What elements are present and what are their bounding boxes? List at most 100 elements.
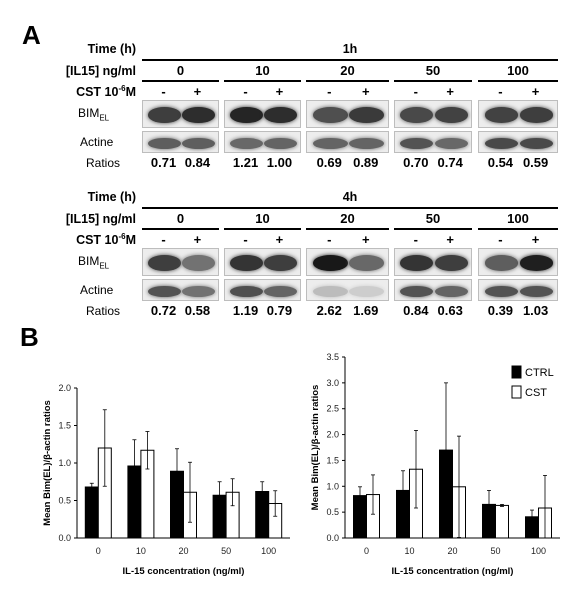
x-tick-label: 100	[261, 546, 276, 556]
band-bim	[148, 107, 181, 123]
cst-label-unit: M	[125, 233, 136, 248]
blot-strip-actine	[394, 131, 472, 153]
cst-minus: -	[243, 84, 248, 99]
blot-strip-bim	[306, 100, 389, 128]
ratio-value: 1.21	[232, 155, 259, 170]
blot-strip-bim	[306, 248, 389, 276]
blot-strip-bim	[224, 248, 301, 276]
x-tick-label: 10	[404, 546, 414, 556]
x-tick-label: 100	[531, 546, 546, 556]
band-actine	[148, 137, 181, 149]
cst-plus: +	[275, 84, 284, 99]
time-label-text: Time (h)	[87, 190, 136, 204]
band-bim	[264, 255, 297, 271]
band-actine	[182, 285, 215, 297]
cst-label: CST 10-6M	[76, 232, 136, 247]
band-bim	[400, 107, 434, 123]
concentration-rule	[142, 228, 219, 230]
ratio-value: 0.79	[266, 303, 293, 318]
x-tick-label: 10	[136, 546, 146, 556]
cst-minus: -	[327, 84, 332, 99]
cst-plus: +	[193, 84, 202, 99]
cst-minus: -	[413, 84, 418, 99]
panel-a-letter: A	[22, 20, 41, 50]
concentration-rule	[306, 228, 389, 230]
blot-strip-actine	[306, 279, 389, 301]
blot-strip-bim	[478, 248, 558, 276]
x-tick-label: 20	[447, 546, 457, 556]
blot-strip-actine	[224, 131, 301, 153]
bim-label-subscript: EL	[99, 261, 110, 271]
blot-strip-bim	[478, 100, 558, 128]
y-tick-label: 1.5	[58, 421, 71, 431]
ratio-value: 0.69	[316, 155, 342, 170]
x-tick-label: 0	[364, 546, 369, 556]
time-label: Time (h)	[88, 190, 136, 204]
band-actine	[230, 137, 263, 149]
bim-label: BIMEL	[78, 106, 109, 122]
band-bim	[434, 255, 468, 271]
x-tick-label: 20	[178, 546, 188, 556]
band-bim	[349, 107, 385, 123]
cst-plus: +	[446, 232, 454, 247]
concentration-rule	[394, 80, 472, 82]
ratio-value: 1.19	[232, 303, 259, 318]
cst-label-exponent: -6	[118, 232, 126, 241]
cst-label-unit: M	[125, 85, 136, 100]
y-tick-label: 1.0	[58, 458, 71, 468]
ratio-value: 0.59	[522, 155, 549, 170]
band-bim	[519, 255, 554, 271]
band-actine	[312, 285, 348, 297]
concentration-rule	[142, 80, 219, 82]
ratio-value: 0.74	[437, 155, 463, 170]
y-tick-label: 2.5	[326, 404, 339, 414]
band-actine	[434, 285, 468, 297]
concentration-rule	[478, 228, 558, 230]
band-actine	[400, 285, 434, 297]
band-actine	[230, 285, 263, 297]
concentration-label: 20	[340, 63, 355, 78]
x-tick-label: 50	[490, 546, 500, 556]
il15-label: [IL15] ng/ml	[66, 64, 136, 78]
band-actine	[400, 137, 434, 149]
bim-label: BIMEL	[78, 254, 109, 270]
ratios-label: Ratios	[86, 156, 121, 170]
ratio-value: 0.84	[184, 155, 211, 170]
y-tick-label: 1.5	[326, 455, 339, 465]
cst-plus: +	[361, 84, 370, 99]
y-tick-label: 2.0	[326, 430, 339, 440]
y-axis-label: Mean Bim(EL)/β-actin ratios	[42, 400, 53, 526]
concentration-rule	[224, 80, 301, 82]
cst-minus: -	[413, 232, 418, 247]
band-bim	[264, 107, 297, 123]
band-bim	[182, 107, 215, 123]
band-bim	[230, 255, 263, 271]
band-actine	[264, 285, 297, 297]
cst-plus: +	[531, 232, 540, 247]
cst-minus: -	[498, 84, 503, 99]
band-actine	[264, 137, 297, 149]
ratio-value: 0.70	[403, 155, 429, 170]
band-bim	[519, 107, 554, 123]
blot-strip-actine	[142, 131, 219, 153]
band-bim	[148, 255, 181, 271]
time-value: 4h	[342, 190, 358, 204]
y-tick-label: 3.0	[326, 378, 339, 388]
cst-plus: +	[361, 232, 370, 247]
cst-minus: -	[161, 232, 166, 247]
y-tick-label: 0.5	[58, 496, 71, 506]
blot-strip-actine	[224, 279, 301, 301]
ratio-value: 0.72	[150, 303, 177, 318]
band-bim	[312, 255, 348, 271]
band-bim	[230, 107, 263, 123]
ratio-value: 0.54	[487, 155, 514, 170]
actine-label: Actine	[80, 135, 114, 149]
cst-plus: +	[446, 84, 454, 99]
concentration-label: 100	[507, 63, 529, 78]
ratio-value: 0.89	[353, 155, 379, 170]
band-actine	[349, 137, 385, 149]
cst-minus: -	[243, 232, 248, 247]
band-actine	[349, 285, 385, 297]
band-bim	[400, 255, 434, 271]
